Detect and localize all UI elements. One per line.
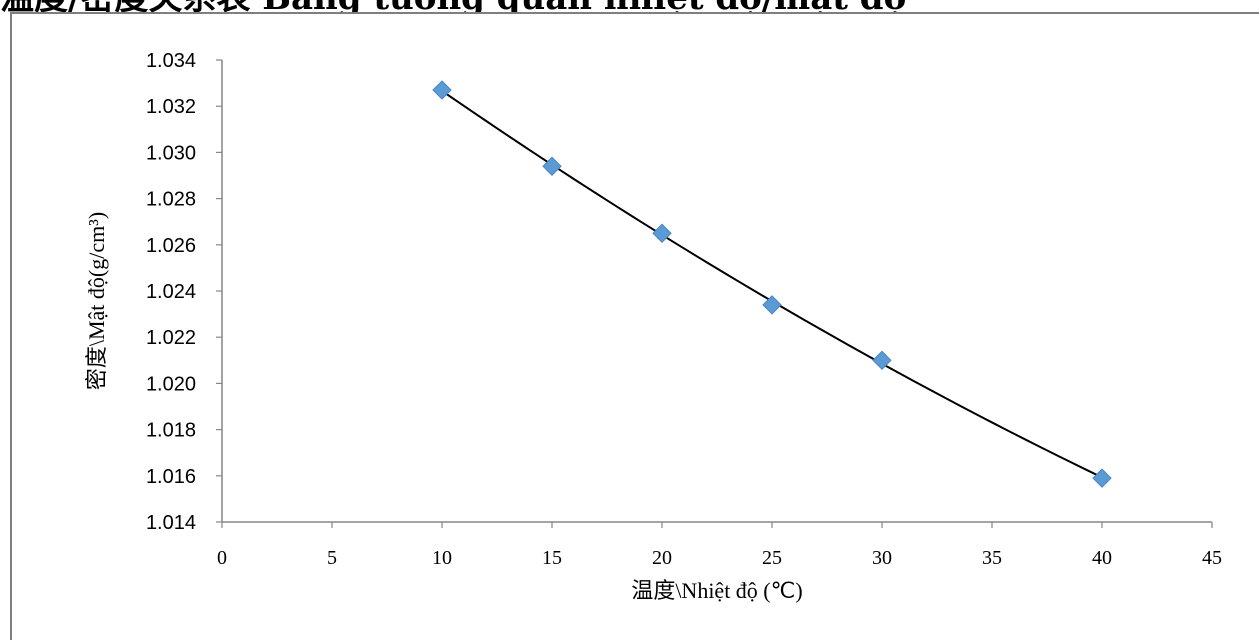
y-tick-label: 1.032	[146, 96, 196, 118]
y-tick-label: 1.028	[146, 189, 196, 211]
x-tick-label: 5	[327, 547, 337, 569]
y-tick-labels: 1.014 1.016 1.018 1.020 1.022 1.024 1.026 1.028…	[146, 50, 222, 534]
page-title: 温度/密度关系表 Bảng tương quan nhiệt độ/mật độ	[0, 0, 1259, 14]
data-points	[432, 80, 1112, 488]
data-point	[1092, 468, 1112, 488]
chart-axes	[221, 60, 1212, 523]
data-point	[652, 223, 672, 243]
trendline	[441, 90, 1103, 479]
y-tick-label: 1.014	[146, 512, 196, 534]
y-tick-label: 1.022	[146, 327, 196, 349]
trendline-group	[441, 90, 1103, 479]
y-tick-label: 1.024	[146, 281, 196, 303]
x-tick-label: 15	[542, 547, 562, 569]
data-point	[542, 156, 562, 176]
x-tick-labels: 0 5 10 15 20 25 30 35 40 45	[217, 522, 1222, 569]
x-tick-label: 20	[652, 547, 672, 569]
y-tick-label: 1.016	[146, 466, 196, 488]
data-point	[872, 350, 892, 371]
y-axis-title: 密度\Mật độ(g/cm³)	[84, 212, 109, 390]
x-tick-label: 40	[1092, 547, 1112, 569]
x-tick-label: 35	[982, 547, 1002, 569]
chart-frame	[10, 12, 1259, 640]
x-tick-label: 25	[762, 547, 782, 569]
y-tick-label: 1.026	[146, 235, 196, 257]
x-tick-label: 0	[217, 547, 227, 569]
x-axis-title: 温度\Nhiệt độ (℃)	[631, 578, 802, 603]
y-tick-label: 1.030	[146, 142, 196, 164]
x-tick-label: 45	[1202, 547, 1222, 569]
data-point	[432, 80, 452, 100]
y-tick-label: 1.018	[146, 420, 196, 442]
y-tick-label: 1.034	[146, 50, 196, 72]
x-tick-label: 10	[432, 547, 452, 569]
y-tick-label: 1.020	[146, 373, 196, 395]
x-tick-label: 30	[872, 547, 892, 569]
data-point	[762, 295, 782, 315]
